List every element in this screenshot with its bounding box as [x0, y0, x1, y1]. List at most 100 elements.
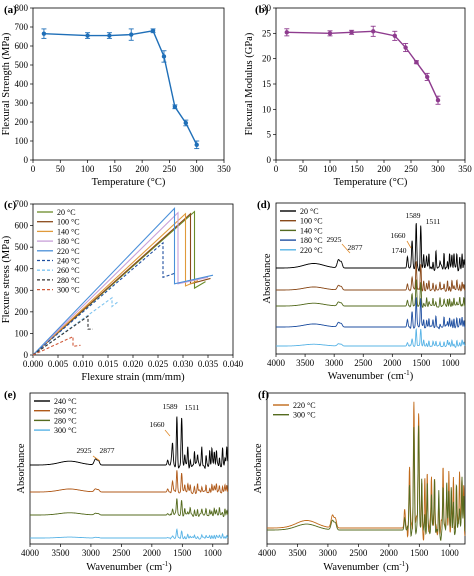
data-point: [403, 45, 408, 50]
x-tick-label: 1500: [173, 548, 192, 558]
spectrum-line: [30, 416, 229, 470]
x-axis-label: Wavenumber (cm-1): [323, 560, 409, 573]
y-tick-label: 500: [15, 242, 29, 252]
series-line: [32, 211, 209, 356]
legend-label: 20 °C: [300, 207, 319, 216]
x-tick-label: 3500: [296, 358, 315, 368]
x-axis-unit-close: ): [410, 371, 414, 382]
y-axis-label: Flexural Modulus (GPa): [244, 32, 255, 135]
annotation-arrow: [164, 429, 171, 437]
x-axis-label: Wavenumber (cm-1): [86, 560, 172, 573]
series-line: [32, 296, 120, 356]
y-axis-label: Absorbance: [253, 443, 264, 493]
y-tick-label: 0: [24, 155, 29, 165]
y-tick-label: 100: [15, 136, 29, 146]
legend-label: 20 °C: [57, 208, 76, 217]
legend-label: 280 °C: [54, 416, 77, 425]
plot-frame: [266, 392, 466, 545]
x-tick-label: 0.025: [148, 359, 169, 369]
y-tick-label: 700: [15, 22, 29, 32]
x-tick-label: 0.010: [73, 359, 94, 369]
series-line: [32, 315, 93, 356]
legend-label: 260 °C: [54, 407, 77, 416]
legend-label: 180 °C: [300, 236, 323, 245]
peak-annotation: 1589: [163, 402, 178, 411]
x-axis-unit-sup: -1: [404, 369, 410, 377]
legend-label: 140 °C: [300, 226, 323, 235]
series-line: [286, 30, 439, 101]
panel-label: (b): [255, 4, 269, 16]
x-tick-label: 3000: [82, 548, 101, 558]
peak-annotation: 1660: [150, 420, 165, 429]
y-tick-label: 300: [15, 98, 29, 108]
annotation-arrow: [341, 243, 351, 254]
x-tick-label: 3000: [325, 358, 344, 368]
peak-annotation: 1589: [406, 211, 421, 220]
x-tick-label: 100: [81, 164, 95, 174]
data-point: [414, 60, 419, 65]
x-tick-label: 300: [190, 164, 204, 174]
x-axis-unit-sup: -1: [399, 560, 405, 568]
x-tick-label: 200: [135, 164, 149, 174]
x-tick-label: 50: [56, 164, 66, 174]
data-point: [284, 30, 289, 35]
data-point: [85, 33, 90, 38]
y-tick-label: 25: [262, 28, 272, 38]
x-tick-label: 350: [217, 164, 231, 174]
data-point: [327, 31, 333, 36]
x-tick-label: 0.035: [198, 359, 219, 369]
x-tick-label: 0.015: [98, 359, 119, 369]
annotation-arrow: [406, 240, 412, 249]
x-tick-label: 0.030: [173, 359, 194, 369]
x-axis-label: Temperature (°C): [334, 177, 408, 188]
x-tick-label: 0.000: [23, 359, 44, 369]
data-point: [172, 104, 178, 110]
y-axis-label: Flexural Strength (MPa): [1, 32, 12, 135]
y-tick-label: 500: [15, 60, 29, 70]
x-tick-label: 1500: [410, 548, 429, 558]
x-tick-label: 2500: [112, 548, 131, 558]
legend-label: 240 °C: [57, 257, 80, 266]
peak-annotation: 1740: [392, 246, 407, 255]
x-axis-label-text: Wavenumber: [323, 562, 379, 573]
spectrum-line: [30, 528, 229, 540]
data-point: [183, 120, 188, 126]
legend-label: 220 °C: [57, 247, 80, 256]
x-axis-unit: (cm: [146, 562, 162, 573]
x-tick-label: 2500: [354, 358, 373, 368]
spectrum-line: [276, 279, 466, 308]
peak-annotation: 1511: [426, 217, 441, 226]
series-line: [43, 30, 198, 146]
x-axis-label-text: Wavenumber: [86, 562, 142, 573]
x-tick-label: 2000: [380, 548, 399, 558]
x-tick-label: 4000: [21, 548, 40, 558]
series-line: [32, 212, 199, 356]
y-tick-label: 5: [267, 130, 272, 140]
y-tick-label: 200: [15, 307, 29, 317]
legend-label: 220 °C: [293, 401, 316, 410]
x-axis-label: Flexure strain (mm/mm): [81, 372, 185, 383]
annotation-arrow: [92, 455, 101, 462]
x-tick-label: 1500: [412, 358, 431, 368]
panel-label: (d): [257, 199, 271, 211]
x-axis-unit: (cm: [388, 371, 404, 382]
spectrum-line: [276, 327, 466, 348]
data-point: [194, 142, 199, 147]
peak-annotation: 2877: [100, 446, 115, 455]
data-point: [392, 33, 397, 39]
y-tick-label: 20: [262, 54, 272, 64]
x-tick-label: 1000: [204, 548, 223, 558]
y-tick-label: 10: [262, 104, 272, 114]
legend-label: 260 °C: [57, 266, 80, 275]
x-axis-unit-close: ): [168, 562, 172, 573]
x-tick-label: 2000: [383, 358, 402, 368]
series-line: [32, 206, 214, 356]
x-tick-label: 3500: [288, 548, 307, 558]
series-line: [32, 241, 176, 356]
x-tick-label: 50: [299, 164, 309, 174]
spectrum-line: [276, 223, 466, 272]
x-tick-label: 3000: [319, 548, 338, 558]
plot-frame: [275, 202, 466, 355]
y-tick-label: 200: [15, 117, 29, 127]
y-tick-label: 600: [15, 41, 29, 51]
